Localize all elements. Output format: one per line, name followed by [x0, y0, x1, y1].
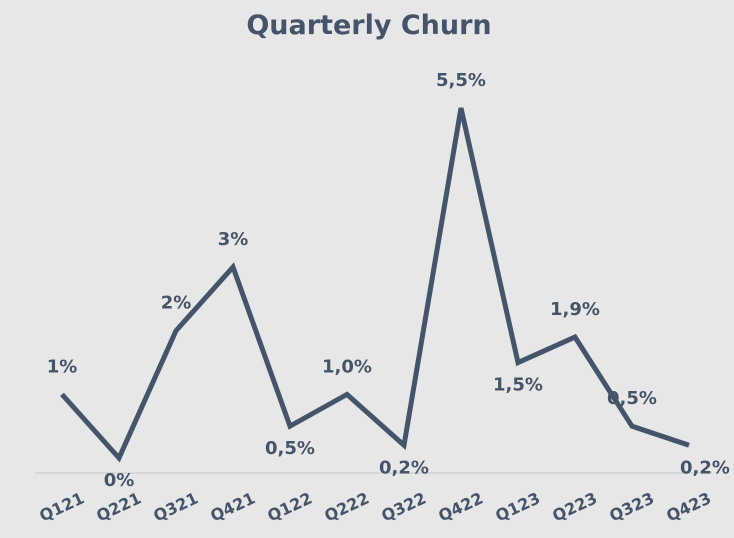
value-label: 0% [104, 470, 135, 491]
value-label: 0,5% [265, 438, 315, 459]
value-label: 3% [218, 229, 249, 250]
value-label: 1,0% [322, 356, 372, 377]
value-label: 1,9% [550, 299, 600, 320]
value-label: 1,5% [493, 375, 543, 396]
value-label: 1% [47, 356, 78, 377]
line [60, 107, 690, 463]
value-label: 0,2% [379, 457, 429, 478]
value-label: 0,2% [680, 457, 730, 478]
value-label: 0,5% [607, 388, 657, 409]
chart-title: Quarterly Churn [246, 10, 491, 41]
value-label: 2% [161, 293, 192, 314]
value-label: 5,5% [436, 70, 486, 91]
